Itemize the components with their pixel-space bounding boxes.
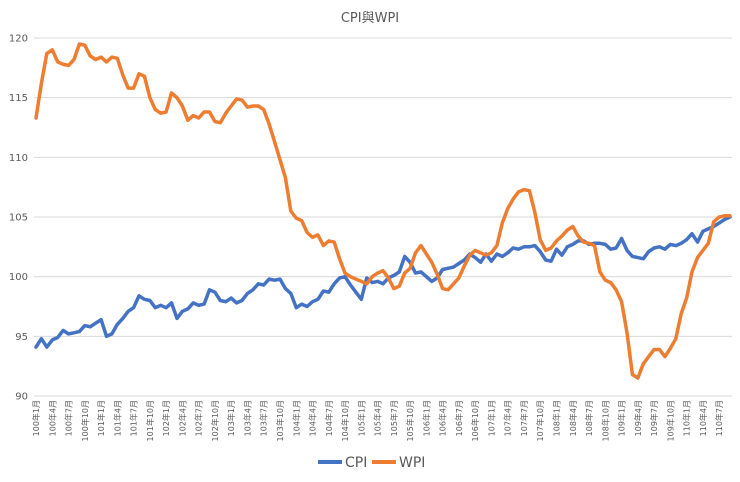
x-tick-label: 103年7月 xyxy=(259,400,269,436)
x-tick-label: 107年1月 xyxy=(486,400,496,436)
x-tick-label: 103年1月 xyxy=(226,400,236,436)
y-tick-label: 115 xyxy=(9,93,28,104)
x-axis-ticks: 100年1月 100年4月 100年7月 100年10月 101年1月 101年4月 101… xyxy=(31,400,724,441)
x-tick-label: 102年7月 xyxy=(194,400,204,436)
x-tick-label: 106年7月 xyxy=(454,400,464,436)
x-tick-label: 100年4月 xyxy=(47,400,57,436)
y-tick-label: 105 xyxy=(9,213,28,224)
legend-label-wpi: WPI xyxy=(399,455,425,471)
x-tick-label: 108年10月 xyxy=(600,400,610,441)
x-tick-label: 101年1月 xyxy=(96,400,106,436)
x-tick-label: 104年7月 xyxy=(324,400,334,436)
series-line-wpi xyxy=(34,42,732,380)
x-tick-label: 107年10月 xyxy=(535,400,545,441)
x-tick-label: 109年1月 xyxy=(617,400,627,436)
x-tick-label: 102年4月 xyxy=(177,400,187,436)
x-tick-label: 102年1月 xyxy=(161,400,171,436)
x-tick-label: 105年10月 xyxy=(405,400,415,441)
x-tick-label: 104年10月 xyxy=(340,400,350,441)
series-line-cpi xyxy=(34,215,732,349)
x-tick-label: 107年4月 xyxy=(503,400,513,436)
legend: CPI WPI xyxy=(318,455,425,471)
x-tick-label: 100年1月 xyxy=(31,400,41,436)
x-tick-label: 107年7月 xyxy=(519,400,529,436)
x-tick-label: 102年10月 xyxy=(210,400,220,441)
y-tick-label: 90 xyxy=(15,392,28,403)
x-tick-label: 108年1月 xyxy=(552,400,562,436)
y-tick-label: 120 xyxy=(9,34,28,45)
x-tick-label: 101年4月 xyxy=(112,400,122,436)
x-tick-label: 104年4月 xyxy=(308,400,318,436)
x-tick-label: 109年10月 xyxy=(665,400,675,441)
x-tick-label: 106年4月 xyxy=(438,400,448,436)
y-tick-label: 95 xyxy=(15,332,28,343)
chart-title: CPI與WPI xyxy=(341,11,399,26)
x-tick-label: 101年10月 xyxy=(145,400,155,441)
x-tick-label: 109年4月 xyxy=(633,400,643,436)
x-tick-label: 105年7月 xyxy=(389,400,399,436)
y-axis-ticks: 90 95 100 105 110 115 120 xyxy=(9,34,28,403)
x-tick-label: 100年7月 xyxy=(64,400,74,436)
y-tick-label: 100 xyxy=(9,272,28,283)
x-tick-label: 108年4月 xyxy=(568,400,578,436)
x-tick-label: 106年10月 xyxy=(470,400,480,441)
x-tick-label: 105年1月 xyxy=(356,400,366,436)
x-tick-label: 101年7月 xyxy=(129,400,139,436)
x-tick-label: 105年4月 xyxy=(373,400,383,436)
x-tick-label: 103年10月 xyxy=(275,400,285,441)
x-tick-label: 110年1月 xyxy=(682,400,692,436)
x-tick-label: 108年7月 xyxy=(584,400,594,436)
x-tick-label: 109年7月 xyxy=(649,400,659,436)
x-tick-label: 110年7月 xyxy=(714,400,724,436)
x-tick-label: 103年4月 xyxy=(242,400,252,436)
x-tick-label: 100年10月 xyxy=(80,400,90,441)
x-tick-label: 110年4月 xyxy=(698,400,708,436)
legend-label-cpi: CPI xyxy=(345,455,367,471)
x-tick-label: 104年1月 xyxy=(291,400,301,436)
x-tick-label: 106年1月 xyxy=(421,400,431,436)
series-lines xyxy=(34,42,732,380)
y-tick-label: 110 xyxy=(9,153,28,164)
